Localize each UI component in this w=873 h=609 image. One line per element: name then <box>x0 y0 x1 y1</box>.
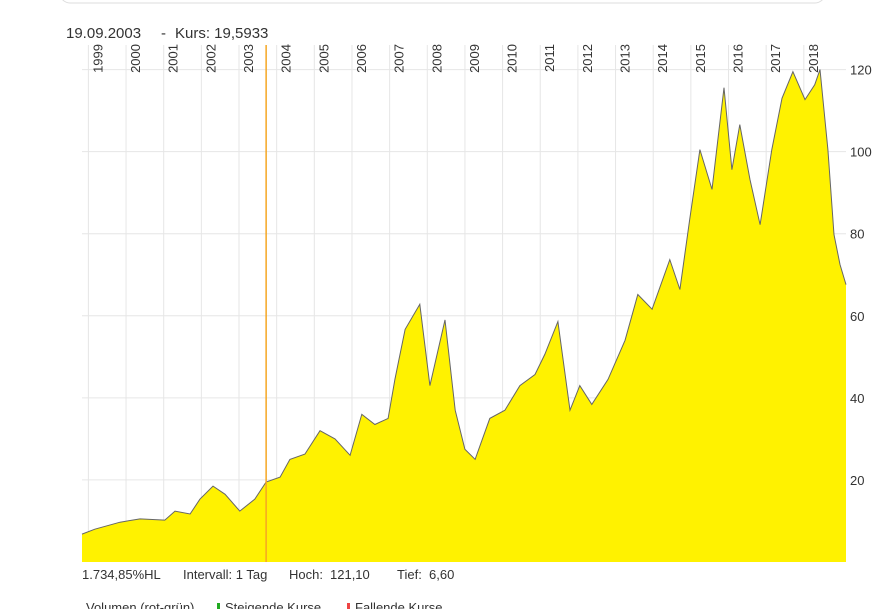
area-fill <box>82 69 846 562</box>
x-tick-label: 2011 <box>542 44 557 72</box>
search-bar[interactable] <box>60 0 825 4</box>
legend-volume: Volumen (rot-grün) <box>86 600 194 609</box>
y-tick-label: 80 <box>850 227 864 242</box>
y-tick-label: 100 <box>850 145 872 160</box>
legend-swatch <box>347 603 350 609</box>
legend-falling: Fallende Kurse <box>355 600 442 609</box>
x-tick-label: 2008 <box>429 44 444 73</box>
x-tick-label: 2006 <box>354 44 369 73</box>
x-tick-label: 2018 <box>806 44 821 73</box>
header-price: Kurs: 19,5933 <box>175 25 268 42</box>
x-tick-label: 2014 <box>655 44 670 73</box>
footer-high-label: Hoch: <box>289 567 323 582</box>
x-tick-label: 2016 <box>731 44 746 73</box>
x-tick-label: 1999 <box>90 44 105 73</box>
footer-low: 6,60 <box>429 567 454 582</box>
x-tick-label: 2005 <box>316 44 331 73</box>
x-tick-label: 2002 <box>203 44 218 73</box>
y-tick-label: 40 <box>850 391 864 406</box>
x-tick-label: 2000 <box>128 44 143 73</box>
header-separator: - <box>161 25 166 42</box>
footer-interval: Intervall: 1 Tag <box>183 567 267 582</box>
x-tick-label: 2015 <box>693 44 708 73</box>
footer-change: 1.734,85%HL <box>82 567 161 582</box>
y-tick-label: 120 <box>850 63 872 78</box>
footer-high: 121,10 <box>330 567 370 582</box>
price-line <box>81 69 847 535</box>
x-tick-label: 2001 <box>166 44 181 73</box>
legend-swatch <box>217 603 220 609</box>
y-tick-label: 60 <box>850 309 864 324</box>
x-tick-label: 2009 <box>467 44 482 73</box>
y-tick-label: 20 <box>850 473 864 488</box>
footer-low-label: Tief: <box>397 567 422 582</box>
x-tick-label: 2012 <box>580 44 595 73</box>
x-tick-label: 2013 <box>618 44 633 73</box>
x-tick-label: 2017 <box>768 44 783 73</box>
header-date: 19.09.2003 <box>66 25 141 42</box>
x-tick-label: 2003 <box>241 44 256 73</box>
x-tick-label: 2010 <box>505 44 520 73</box>
legend-rising: Steigende Kurse <box>225 600 321 609</box>
x-tick-label: 2004 <box>279 44 294 73</box>
x-tick-label: 2007 <box>392 44 407 73</box>
plot-area: 20 40 60 80 100 120 1999 2000 2001 2002 2003 2004 20… <box>81 44 872 562</box>
